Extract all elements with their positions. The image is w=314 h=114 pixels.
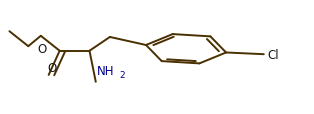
Text: O: O [48,61,57,74]
Text: NH: NH [97,65,115,78]
Text: 2: 2 [119,70,125,79]
Text: O: O [38,43,47,56]
Text: Cl: Cl [267,48,279,61]
